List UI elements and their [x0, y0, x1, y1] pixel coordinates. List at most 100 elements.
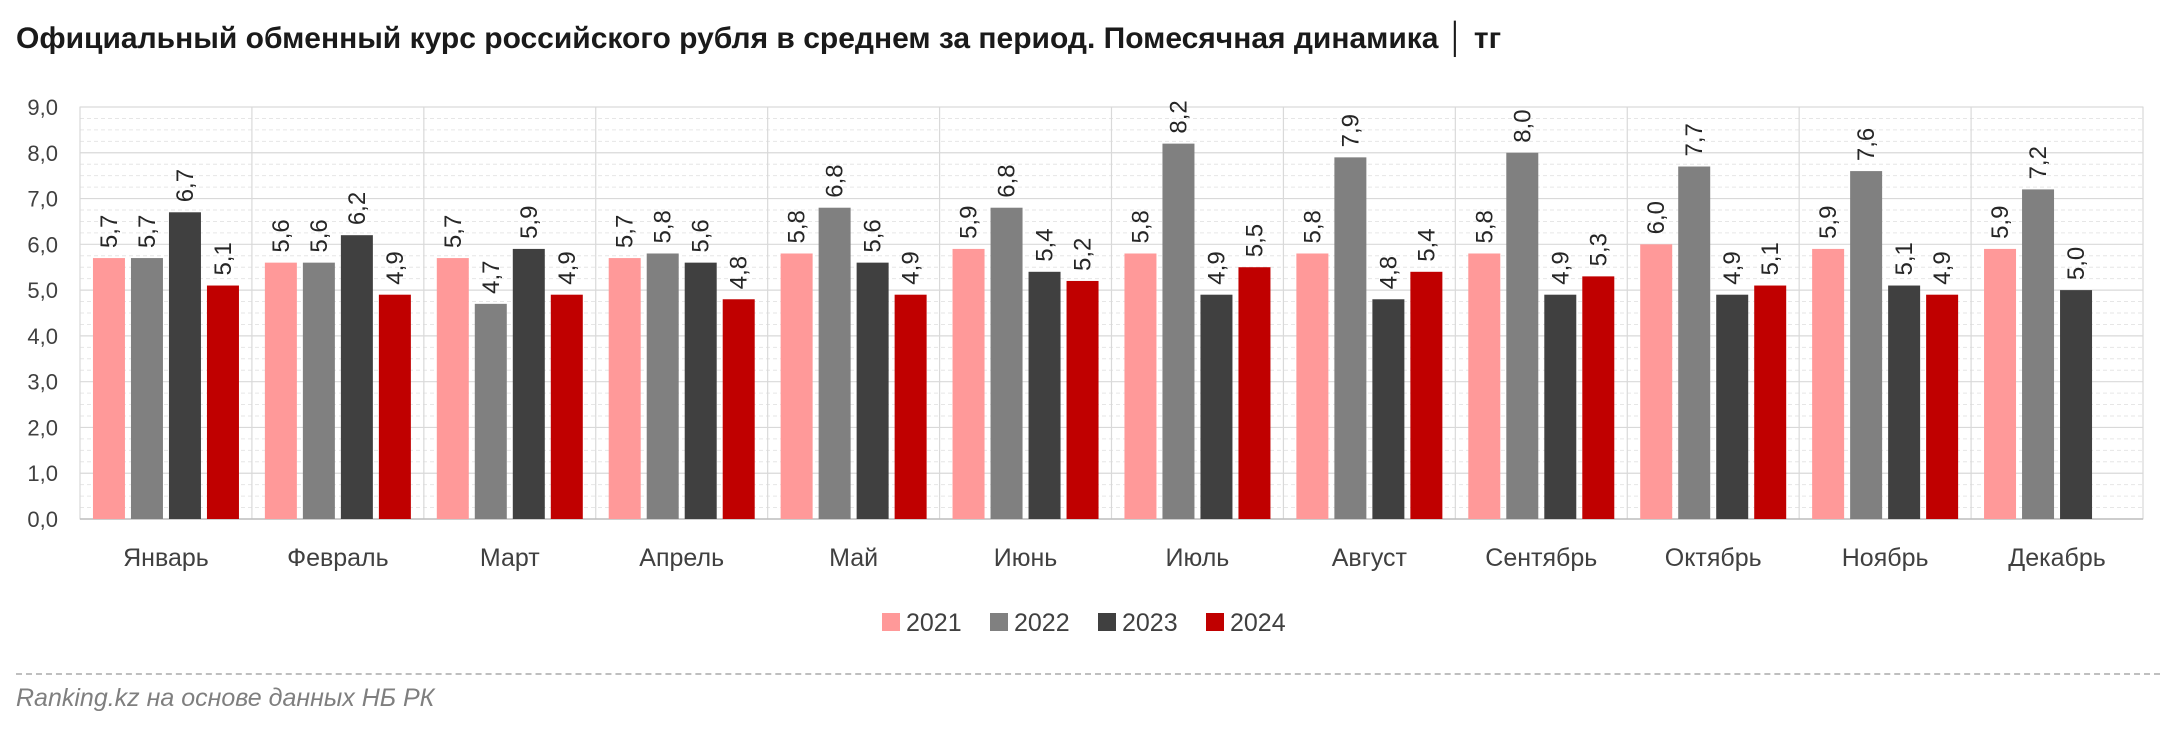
data-label: 8,2: [1165, 100, 1192, 133]
data-label: 4,9: [1719, 251, 1746, 284]
data-label: 4,9: [898, 251, 925, 284]
y-tick-label: 1,0: [27, 461, 58, 486]
data-label: 6,0: [1643, 201, 1670, 234]
data-label: 5,9: [1987, 206, 2014, 239]
data-label: 7,6: [1853, 128, 1880, 161]
x-tick-label: Май: [829, 544, 878, 572]
bar-2021: [1124, 253, 1157, 519]
bar-2022: [1162, 143, 1195, 519]
bar-2022: [818, 207, 851, 519]
bar-2021: [1296, 253, 1329, 519]
data-label: 4,8: [1375, 256, 1402, 289]
legend-label: 2024: [1230, 609, 1286, 637]
y-tick-label: 2,0: [27, 415, 58, 440]
legend-swatch-2021: [882, 613, 900, 631]
bar-2023: [1888, 285, 1921, 519]
bar-2021: [952, 248, 985, 519]
data-label: 4,9: [382, 251, 409, 284]
y-tick-label: 5,0: [27, 278, 58, 303]
legend-label: 2023: [1122, 609, 1178, 637]
y-tick-label: 7,0: [27, 187, 58, 212]
data-label: 4,7: [478, 260, 505, 293]
x-tick-label: Ноябрь: [1842, 544, 1929, 572]
bar-2022: [1678, 166, 1711, 519]
bar-2024: [206, 285, 239, 519]
bar-2023: [168, 212, 201, 520]
y-tick-label: 4,0: [27, 324, 58, 349]
data-label: 8,0: [1509, 109, 1536, 142]
bar-2022: [130, 258, 163, 519]
y-tick-label: 8,0: [27, 141, 58, 166]
data-label: 5,6: [688, 219, 715, 252]
data-label: 5,8: [1299, 210, 1326, 243]
data-label: 7,2: [2025, 146, 2052, 179]
y-tick-label: 0,0: [27, 507, 58, 532]
bar-2024: [722, 299, 755, 519]
data-label: 5,2: [1070, 238, 1097, 271]
bar-2021: [608, 258, 641, 519]
data-label: 5,1: [1891, 242, 1918, 275]
bar-2023: [684, 262, 717, 519]
x-tick-label: Апрель: [639, 544, 724, 572]
data-label: 5,6: [306, 219, 333, 252]
data-label: 5,7: [612, 215, 639, 248]
bar-2021: [1984, 248, 2017, 519]
data-label: 5,4: [1032, 228, 1059, 261]
footer-separator: [16, 673, 2160, 675]
data-label: 7,9: [1337, 114, 1364, 147]
data-label: 5,9: [956, 206, 983, 239]
bar-2021: [264, 262, 297, 519]
bar-2024: [550, 294, 583, 519]
bar-2023: [340, 235, 373, 519]
x-tick-label: Август: [1332, 544, 1408, 572]
bar-2021: [436, 258, 469, 519]
data-label: 6,8: [822, 164, 849, 197]
data-label: 5,1: [1757, 242, 1784, 275]
bar-2023: [856, 262, 889, 519]
data-label: 5,7: [134, 215, 161, 248]
data-label: 4,8: [726, 256, 753, 289]
data-label: 7,7: [1681, 123, 1708, 156]
bar-2022: [474, 303, 507, 519]
data-label: 6,2: [344, 192, 371, 225]
bar-2023: [2060, 290, 2093, 519]
bar-2021: [780, 253, 813, 519]
bar-2023: [1544, 294, 1577, 519]
data-label: 5,3: [1585, 233, 1612, 266]
bar-2024: [378, 294, 411, 519]
x-tick-label: Март: [480, 544, 540, 572]
legend-label: 2022: [1014, 609, 1070, 637]
bar-2021: [1640, 244, 1673, 520]
data-label: 4,9: [1203, 251, 1230, 284]
bar-2024: [1926, 294, 1959, 519]
data-label: 5,7: [440, 215, 467, 248]
x-tick-label: Январь: [123, 544, 209, 572]
chart-title: Официальный обменный курс российского ру…: [16, 22, 1502, 55]
legend-label: 2021: [906, 609, 962, 637]
bar-2023: [1028, 271, 1061, 519]
bar-2021: [92, 258, 125, 519]
bar-2024: [1066, 280, 1099, 519]
data-label: 5,1: [210, 242, 237, 275]
bar-chart: 0,0 1,0 2,0 3,0 4,0 5,0 6,0 7,0 8,0 9,0 5,7 5,7 6,7 5…: [27, 95, 2144, 637]
data-label: 6,8: [994, 164, 1021, 197]
bar-2022: [990, 207, 1023, 519]
legend-swatch-2022: [990, 613, 1008, 631]
data-label: 5,8: [1127, 210, 1154, 243]
data-label: 5,5: [1241, 224, 1268, 257]
bar-2023: [1200, 294, 1233, 519]
x-tick-label: Сентябрь: [1485, 544, 1597, 572]
data-label: 5,7: [96, 215, 123, 248]
data-label: 5,8: [784, 210, 811, 243]
x-tick-label: Октябрь: [1665, 544, 1762, 572]
bar-2023: [1716, 294, 1749, 519]
data-label: 4,9: [554, 251, 581, 284]
source-note: Ranking.kz на основе данных НБ РК: [16, 684, 435, 712]
bar-2022: [2022, 189, 2055, 519]
data-label: 5,8: [650, 210, 677, 243]
legend-swatch-2023: [1098, 613, 1116, 631]
x-tick-label: Июль: [1166, 544, 1230, 572]
bar-2023: [512, 248, 545, 519]
data-label: 5,4: [1413, 228, 1440, 261]
y-tick-label: 6,0: [27, 232, 58, 257]
